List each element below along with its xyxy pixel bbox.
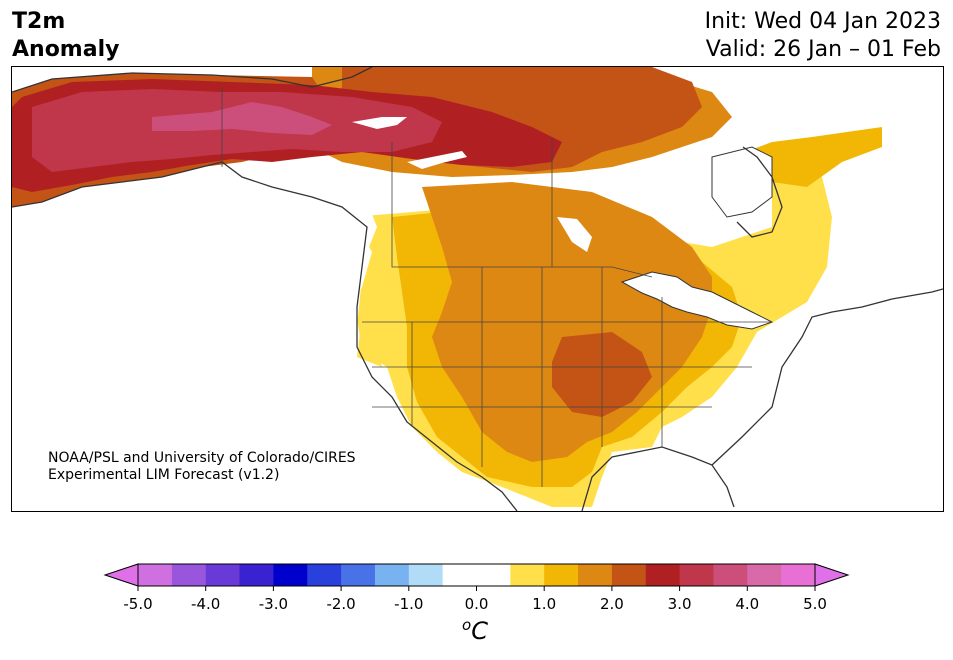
band-0.5-west bbox=[357, 272, 382, 367]
colorbar-swatch bbox=[679, 564, 714, 586]
colorbar-tick-label: 0.0 bbox=[465, 595, 489, 613]
great-bear-lake bbox=[352, 117, 407, 129]
title-field: Anomaly bbox=[12, 37, 120, 62]
west-coast-blank bbox=[212, 177, 377, 367]
unit-base: C bbox=[471, 617, 488, 645]
colorbar-svg: -5.0 -4.0 -3.0 -2.0 -1.0 0.0 1.0 2.0 3.0 4.0 5.0 bbox=[103, 563, 850, 613]
colorbar-swatch bbox=[510, 564, 545, 586]
great-lakes bbox=[620, 271, 774, 330]
colorbar-tick-label: -5.0 bbox=[123, 595, 152, 613]
valid-period: Valid: 26 Jan – 01 Feb bbox=[705, 37, 941, 62]
init-date: Init: Wed 04 Jan 2023 bbox=[704, 9, 941, 34]
credit-line-2: Experimental LIM Forecast (v1.2) bbox=[48, 467, 280, 483]
map-canvas bbox=[12, 67, 943, 511]
colorbar-tick-label: 3.0 bbox=[668, 595, 692, 613]
colorbar-swatch bbox=[408, 564, 444, 586]
colorbar-swatch bbox=[341, 564, 376, 586]
colorbar-tick-label: -3.0 bbox=[259, 595, 288, 613]
colorbar-tick-label: -2.0 bbox=[326, 595, 355, 613]
southeast-blank bbox=[672, 397, 772, 467]
band-3.5 bbox=[152, 102, 332, 135]
forecast-dates: Init: Wed 04 Jan 2023 Valid: 26 Jan – 01… bbox=[705, 8, 941, 64]
credit-text: NOAA/PSL and University of Colorado/CIRE… bbox=[48, 450, 356, 484]
colorbar-swatch bbox=[544, 564, 579, 586]
colorbar-under-arrow bbox=[103, 563, 139, 587]
colorbar-swatch bbox=[273, 564, 308, 586]
title-variable: T2m bbox=[12, 9, 66, 34]
colorbar-swatch bbox=[578, 564, 613, 586]
band-3.0 bbox=[32, 89, 442, 172]
colorbar-swatch bbox=[442, 564, 477, 586]
colorbar-swatch bbox=[171, 564, 207, 586]
colorbar-swatch bbox=[645, 564, 681, 586]
unit-degree-sup: o bbox=[462, 616, 472, 634]
colorbar-swatch bbox=[205, 564, 241, 586]
borders bbox=[221, 87, 772, 487]
great-slave-lake bbox=[407, 151, 467, 169]
colorbar-swatch bbox=[781, 564, 816, 586]
colorbar-tick-label: -1.0 bbox=[394, 595, 423, 613]
colorbar-over-arrow bbox=[814, 563, 850, 587]
anomaly-map bbox=[11, 66, 944, 512]
colorbar-tick-label: -4.0 bbox=[191, 595, 220, 613]
hudson-bay bbox=[711, 146, 773, 218]
colorbar-swatch bbox=[713, 564, 748, 586]
colorbar-swatch bbox=[239, 564, 274, 586]
colorbar-tick-label: 4.0 bbox=[735, 595, 759, 613]
colorbar-tick-label: 2.0 bbox=[600, 595, 624, 613]
credit-line-1: NOAA/PSL and University of Colorado/CIRE… bbox=[48, 450, 356, 466]
coastlines bbox=[12, 67, 943, 511]
lake-winnipeg bbox=[557, 217, 592, 252]
colorbar-swatch bbox=[374, 564, 410, 586]
colorbar-swatch bbox=[476, 564, 511, 586]
colorbar-tick-label: 1.0 bbox=[532, 595, 556, 613]
colorbar-swatch bbox=[307, 564, 342, 586]
colorbar-tick-label: 5.0 bbox=[803, 595, 827, 613]
colorbar-swatch bbox=[611, 564, 647, 586]
colorbar-swatches bbox=[103, 563, 850, 587]
colorbar-ticks: -5.0 -4.0 -3.0 -2.0 -1.0 0.0 1.0 2.0 3.0 4.0 5.0 bbox=[123, 586, 827, 613]
colorbar-swatch bbox=[138, 564, 173, 586]
colorbar-swatch bbox=[747, 564, 782, 586]
map-title: T2m Anomaly bbox=[12, 8, 119, 64]
colorbar-unit: oC bbox=[462, 616, 488, 645]
colorbar: -5.0 -4.0 -3.0 -2.0 -1.0 0.0 1.0 2.0 3.0 4.0 5.0 bbox=[0, 560, 953, 660]
